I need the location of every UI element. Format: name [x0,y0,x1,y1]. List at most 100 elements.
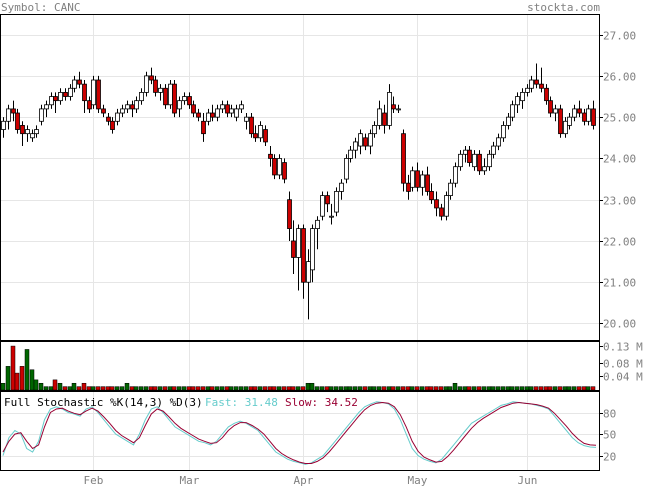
candle [444,191,449,221]
volume-bar [52,379,58,391]
volume-bar [333,386,339,391]
volume-bar [252,386,258,391]
candle [477,150,482,175]
price-panel-frame [0,14,600,341]
candle-body [91,79,96,106]
candle [401,129,406,192]
candle-body [163,87,168,106]
candle-body [210,112,215,118]
candle-body [510,104,515,118]
volume-bar [347,386,353,391]
volume-bar [195,386,201,391]
volume-bar [171,386,177,391]
site-name[interactable]: stockta.com [527,1,600,14]
candle-body [444,195,449,217]
volume-bar [505,386,511,391]
candle-body [567,116,572,126]
candle-body [34,129,39,135]
candle [125,100,130,114]
volume-bar [43,386,49,391]
panel-frames [0,14,600,471]
candle-body [372,125,377,135]
volume-bar [271,386,277,391]
candle-body [368,133,373,147]
candle [163,84,168,109]
candle [134,96,139,114]
volume-bar [400,386,406,391]
candle-body [277,158,282,176]
candle-body [301,228,306,283]
volume-bar [557,386,563,391]
candle [182,92,187,105]
candle [144,71,149,97]
candle [548,96,553,118]
candle-body [30,133,35,139]
symbol-label: Symbol: CANC [1,1,81,14]
candle-body [382,112,387,126]
candle-body [439,207,444,217]
candle [201,113,206,142]
volume-bar [100,386,106,391]
candle [249,113,254,138]
candle-body [344,158,349,180]
candle-body [272,158,277,176]
candle [396,104,401,114]
candle [448,179,453,200]
candle [206,108,211,126]
stochastic-fast-line [2,401,597,465]
volume-tick-label: 0.04 M [603,371,643,384]
candle-body [234,108,239,118]
candle-body [177,100,182,110]
stochastic-tick-label: 50 [603,429,616,442]
candle [306,249,311,320]
candle [463,146,468,163]
volume-bar [224,386,230,391]
candle-body [487,153,492,168]
candle [149,67,154,85]
volume-bar [576,386,582,391]
candle [591,100,596,130]
candle-body [258,125,263,139]
volume-bar [14,372,20,391]
volume-bar [371,386,377,391]
volume-bar [543,386,549,391]
volume-bar [138,386,144,391]
volume-bar [209,386,215,391]
candle [534,63,539,89]
volume-bar [466,386,472,391]
volume-bar [538,386,544,391]
candle-body [49,96,54,106]
candle-body [239,104,244,110]
volume-bar [19,366,25,391]
candle [187,92,192,109]
candle-body [363,137,368,147]
volume-bar [428,386,434,391]
volume-bar [148,386,154,391]
candle-body [268,153,273,159]
volume-bar [295,386,301,391]
candle [287,191,292,241]
candle-body [515,96,520,106]
candle [229,104,234,118]
candle-body [320,195,325,217]
candle [177,96,182,118]
volume-bar [24,349,30,391]
candle-body [577,108,582,114]
candle-body [534,79,539,85]
volume-bar [486,386,492,391]
volume-bar [324,386,330,391]
candle [415,162,420,192]
candle [258,121,263,142]
volume-bar [386,386,392,391]
candle-body [53,96,58,102]
volume-bar [314,386,320,391]
price-tick-label: 21.00 [603,277,636,290]
candle-body [115,112,120,122]
candle [491,141,496,159]
candle [363,133,368,151]
candle-body [96,79,101,110]
candle [234,104,239,122]
candle [377,100,382,130]
candle [63,88,68,101]
price-tick-label: 27.00 [603,30,636,43]
